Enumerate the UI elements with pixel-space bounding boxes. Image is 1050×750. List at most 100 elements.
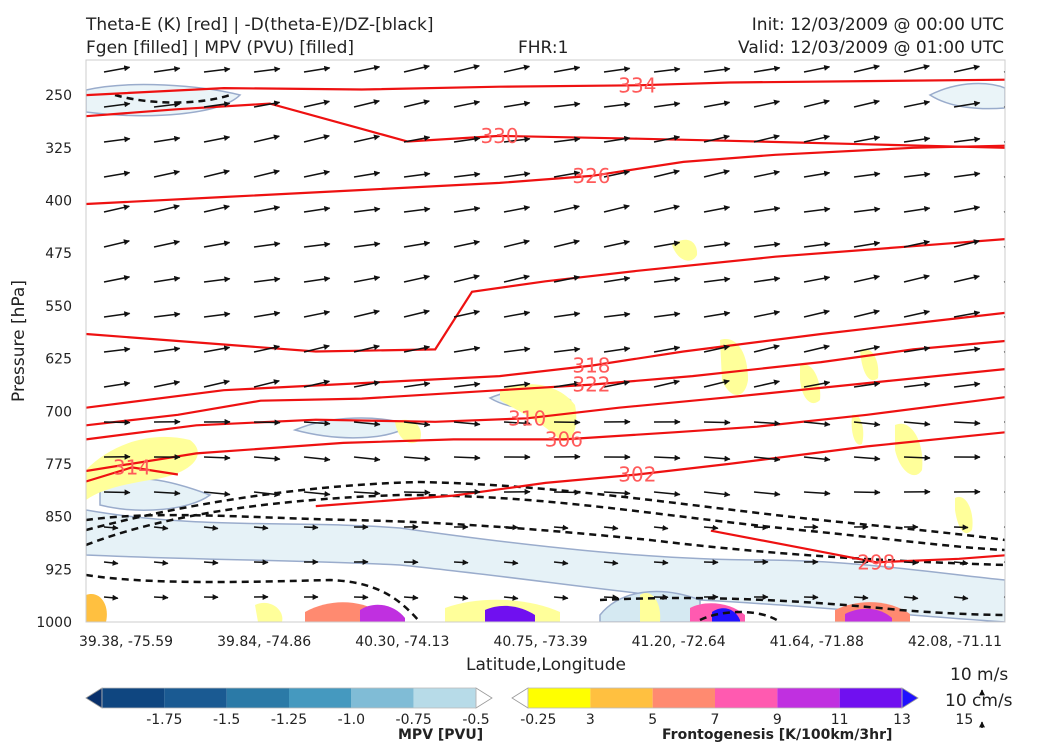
wind-vector	[903, 136, 931, 143]
colorbar-segment	[839, 688, 902, 708]
wind-vector	[453, 205, 481, 213]
theta-e-contour	[86, 396, 1005, 473]
wind-vector	[303, 169, 330, 178]
wind-vector	[903, 594, 919, 601]
wind-vector	[853, 594, 869, 601]
colorbar-extend-low	[85, 687, 103, 709]
wind-vector	[603, 169, 630, 178]
wind-vector	[253, 524, 269, 531]
theta-e-contour-label: 310	[508, 406, 546, 430]
fgen-colorbar-label: Frontogenesis [K/100km/3hr]	[662, 727, 893, 743]
wind-vector	[653, 379, 680, 388]
wind-vector	[203, 490, 231, 497]
theta-e-contour-label: 302	[618, 462, 656, 486]
theta-e-contour	[86, 144, 1005, 206]
wind-vector	[153, 135, 181, 143]
wind-vector	[503, 524, 519, 531]
wind-vector	[253, 419, 281, 426]
theta-e-contour	[86, 466, 179, 483]
dashed-contour	[699, 610, 781, 622]
colorbar-tick-label: -0.5	[462, 712, 489, 728]
wind-vector	[503, 559, 519, 566]
wind-vector	[253, 276, 281, 283]
wind-vector	[703, 524, 719, 531]
wind-vector	[603, 311, 631, 318]
colorbar-tick-label: 13	[893, 712, 911, 728]
y-axis-ticks: 250 325 400 475 550 625 700 775 850 925 1000	[36, 88, 72, 631]
wind-vector	[553, 524, 569, 531]
wind-vector	[353, 134, 380, 143]
wind-vector	[803, 421, 831, 428]
wind-vector	[703, 276, 731, 283]
theta-e-contour	[710, 529, 1005, 564]
wind-vector	[1003, 386, 1005, 388]
colorbar-segment	[289, 688, 352, 708]
wind-vector	[853, 455, 881, 462]
chart-title-line2: Fgen [filled] | MPV (PVU) [filled]	[86, 38, 355, 58]
wind-vector	[203, 345, 231, 353]
wind-vector	[1003, 491, 1005, 493]
vector-reference-speed: 10 m/s	[950, 665, 1009, 685]
wind-vector	[803, 241, 831, 248]
wind-vector	[703, 455, 731, 462]
theta-e-contour-label: 306	[545, 427, 583, 451]
wind-vector	[753, 65, 781, 73]
wind-vector	[703, 241, 731, 248]
wind-vector	[653, 311, 681, 318]
wind-vector	[503, 136, 531, 143]
colorbar-segment	[351, 688, 414, 708]
wind-vector	[103, 311, 131, 318]
wind-vector	[403, 489, 431, 496]
wind-vector	[553, 65, 581, 73]
wind-vector	[803, 134, 830, 143]
colorbar-segment	[164, 688, 227, 708]
wind-vector	[553, 136, 581, 143]
vector-reference-vertical: 10 cm/s	[945, 691, 1013, 711]
wind-vector	[603, 594, 619, 601]
wind-vector	[253, 455, 281, 462]
wind-vector	[853, 381, 881, 388]
x-tick-label: 40.75, -73.39	[493, 634, 587, 650]
wind-vector	[603, 524, 619, 531]
wind-vector	[303, 379, 330, 388]
wind-vector	[603, 66, 631, 73]
wind-vector	[203, 311, 231, 318]
wind-vector	[753, 524, 769, 531]
x-tick-label: 41.20, -72.64	[632, 634, 726, 650]
wind-vector	[603, 559, 619, 566]
wind-vector	[653, 204, 680, 213]
wind-vector	[403, 309, 430, 318]
wind-vector	[253, 310, 281, 318]
wind-vector	[153, 275, 181, 283]
wind-vector	[353, 206, 381, 213]
wind-vector	[353, 420, 381, 427]
wind-vector	[353, 275, 381, 283]
wind-vector	[253, 241, 281, 248]
wind-vector	[203, 559, 219, 566]
wind-vector	[403, 171, 431, 178]
wind-vector	[153, 346, 181, 353]
wind-vector	[503, 239, 530, 248]
wind-vector	[153, 594, 169, 601]
wind-vector	[503, 310, 531, 318]
wind-vector	[403, 240, 431, 248]
wind-vector	[553, 346, 581, 353]
wind-vector	[803, 64, 831, 73]
wind-vector	[403, 99, 430, 108]
wind-vector	[353, 344, 380, 353]
wind-vector	[253, 205, 281, 213]
wind-vector	[653, 345, 681, 353]
wind-vector	[753, 276, 781, 283]
wind-vector	[1003, 561, 1005, 563]
wind-vector	[903, 171, 931, 178]
forecast-hour: FHR:1	[518, 38, 569, 58]
wind-vector	[653, 454, 681, 461]
wind-vector	[953, 310, 981, 318]
wind-vector	[403, 64, 430, 73]
wind-vector	[653, 559, 669, 566]
dashed-contour	[86, 493, 1005, 552]
wind-vector	[653, 66, 681, 73]
theta-e-contour	[315, 431, 1005, 508]
wind-vector	[403, 206, 431, 213]
